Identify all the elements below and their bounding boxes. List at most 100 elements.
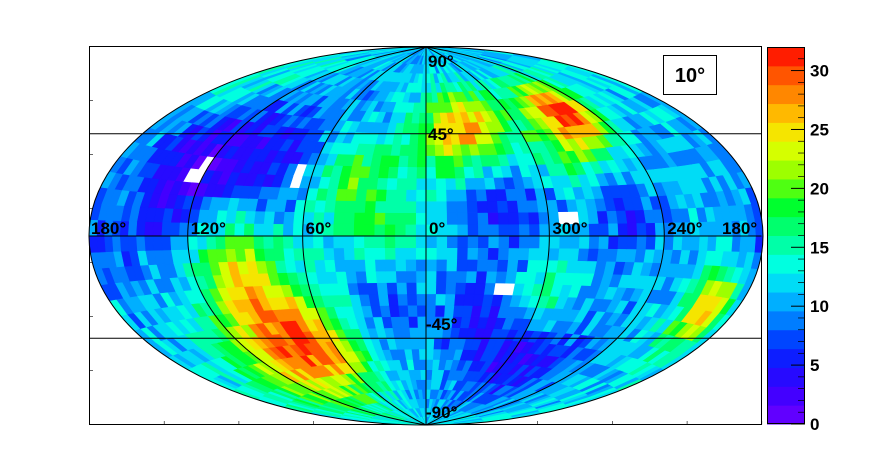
heatmap-cell [292,223,304,237]
heatmap-cell [332,235,344,249]
heatmap-cell [135,221,146,237]
heatmap-cell [738,235,749,253]
colorbar-tick-label: 30 [810,62,829,81]
heatmap-cell [462,166,475,179]
heatmap-cell [617,235,628,250]
heatmap-cell [465,270,477,283]
heatmap-cell [475,188,487,202]
heatmap-cell [425,389,431,400]
heatmap-cell [405,177,417,190]
heatmap-cell [405,189,417,202]
heatmap-cell [302,247,315,261]
heatmap-cell [516,259,529,273]
heatmap-cell [432,112,442,124]
heatmap-cell [343,200,356,213]
colorbar-band [767,292,805,312]
heatmap-cell [322,247,335,261]
heatmap-cell [435,282,447,295]
heatmap-cell [103,235,114,253]
heatmap-cell [456,235,468,249]
heatmap-cell [415,258,427,272]
heatmap-cell [425,200,437,213]
heatmap-cell [444,177,457,190]
heatmap-cell [323,199,336,213]
heatmap-cell [354,259,366,272]
heatmap-cell [476,247,489,260]
longitude-label: 180° [722,219,757,238]
heatmap-cell [445,259,458,272]
heatmap-cell [476,259,488,272]
colorbar-band [767,103,805,123]
heatmap-cell [455,270,467,283]
heatmap-cell [435,258,447,272]
heatmap-cell [376,282,388,295]
heatmap-cell [689,235,700,251]
heatmap-cell [586,248,599,262]
heatmap-cell [494,270,507,284]
heatmap-cell [262,223,274,237]
heatmap-cell [272,223,284,237]
heatmap-cell [527,247,540,261]
heatmap-cell [435,166,446,179]
heatmap-cell [456,212,468,225]
heatmap-cell [537,211,550,225]
heatmap-cell [406,293,417,306]
heatmap-cell [394,259,407,272]
heatmap-cell [160,221,172,237]
heatmap-cell [444,282,457,295]
heatmap-cell [528,223,540,237]
heatmap-cell [473,282,486,295]
heatmap-cell [408,327,419,339]
heatmap-cell [425,144,436,156]
heatmap-cell [263,248,275,262]
heatmap-cell [396,293,408,306]
heatmap-cell [456,259,468,272]
heatmap-cell [416,293,427,306]
heatmap-cell [483,177,496,190]
heatmap-cell [425,112,434,124]
heatmap-cell [663,235,674,250]
heatmap-cell [353,212,365,225]
heatmap-cell [507,211,520,225]
heatmap-cell [586,210,599,224]
heatmap-cell [466,200,478,213]
heatmap-cell [416,316,427,328]
heatmap-cell [233,235,245,250]
heatmap-cell [407,155,418,168]
heatmap-cell [507,247,520,261]
heatmap-cell [537,247,550,261]
heatmap-cell [252,223,264,237]
heatmap-cell [431,359,440,371]
heatmap-cell [706,221,717,237]
heatmap-cell [467,223,479,237]
heatmap-cell [407,144,418,156]
heatmap-cell [405,200,417,214]
colorbar-band [767,178,805,199]
latitude-label: 45° [428,125,454,144]
heatmap-cell [425,258,437,272]
heatmap-cell [178,235,189,250]
heatmap-cell [333,259,346,272]
heatmap-cell [169,221,180,237]
heatmap-cell [272,235,284,249]
heatmap-cell [475,270,487,284]
heatmap-cell [376,177,388,190]
heatmap-cell [292,235,304,249]
colorbar-band [767,84,805,105]
heatmap-cell [425,155,436,168]
heatmap-cell [387,166,399,179]
heatmap-cell [332,223,344,237]
heatmap-cell [465,189,477,202]
heatmap-cell [433,338,443,350]
colorbar-tick-label: 5 [810,356,819,375]
heatmap-cell [476,200,488,213]
heatmap-cell [415,282,427,295]
colorbar-band [767,310,805,331]
heatmap-cell [431,101,440,113]
heatmap-cell [343,212,355,225]
heatmap-cell [496,259,509,272]
heatmap-cell [363,212,376,225]
heatmap-cell [366,177,379,190]
heatmap-cell [417,133,427,145]
heatmap-cell [746,235,756,253]
